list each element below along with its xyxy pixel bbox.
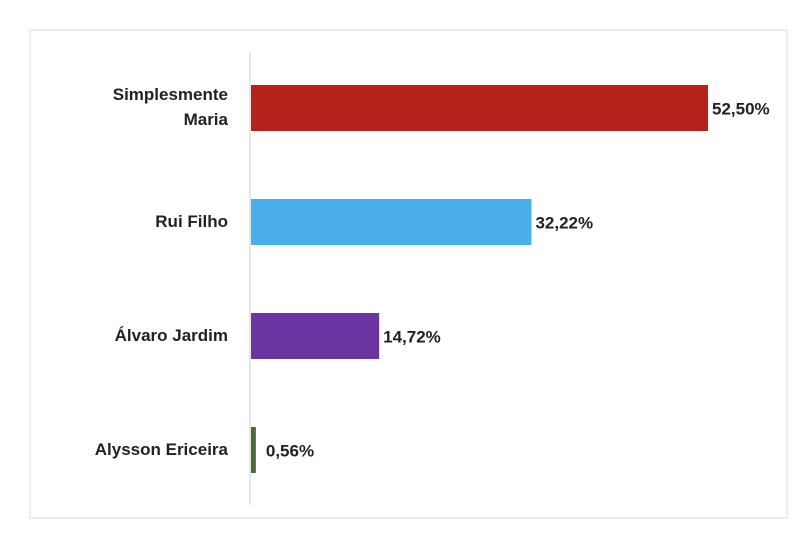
bar [251,313,380,359]
category-label: Simplesmente Maria [112,85,228,129]
category-label: Alysson Ericeira [94,439,228,459]
bar [251,427,256,473]
category-label-wrap: Rui Filho [28,182,228,262]
value-label: 52,50% [712,99,770,118]
category-label-box: Álvaro Jardim [28,296,228,376]
value-label: 32,22% [535,213,593,232]
category-label-box: Alysson Ericeira [28,410,228,490]
bar [251,199,532,245]
category-label-box: Simplesmente Maria [28,68,228,148]
category-label-wrap: Alysson Ericeira [28,410,228,490]
category-label-wrap: Álvaro Jardim [28,296,228,376]
category-label: Álvaro Jardim [114,325,228,345]
category-label-box: Rui Filho [28,182,228,262]
bar [251,85,708,131]
value-label: 0,56% [266,441,314,460]
category-label-wrap: Simplesmente Maria [28,68,228,148]
value-label: 14,72% [383,327,441,346]
category-label: Rui Filho [155,211,228,231]
